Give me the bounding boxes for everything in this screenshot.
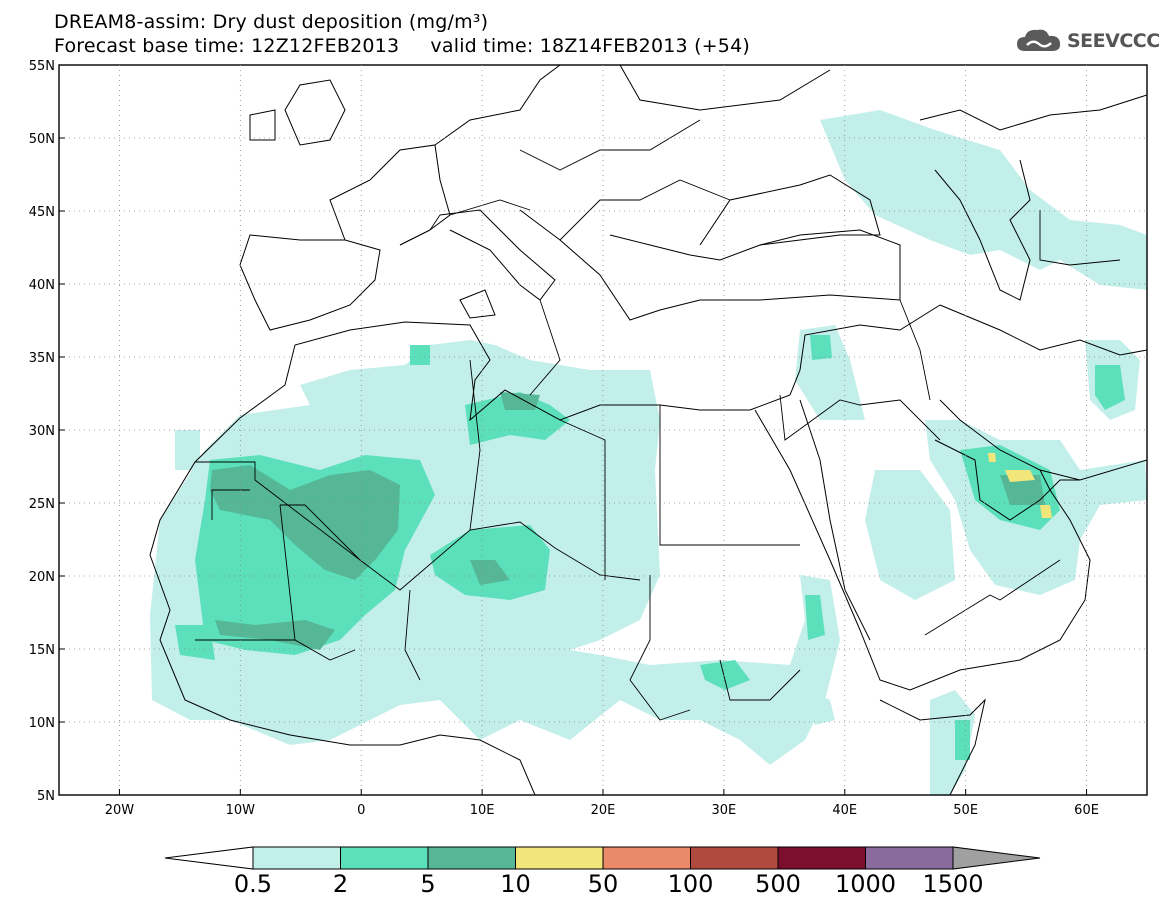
- colorbar-high-triangle: [952, 846, 1041, 870]
- lat-tick-label: 25N: [29, 497, 55, 512]
- colorbar-swatch-5: [690, 846, 779, 870]
- lon-tick-label: 10E: [470, 803, 495, 818]
- lon-tick-label: 10W: [226, 803, 256, 818]
- colorbar-low-triangle: [164, 846, 254, 870]
- logo-text: SEEVCCC: [1067, 30, 1160, 52]
- lon-tick-label: 30E: [712, 803, 737, 818]
- colorbar-swatch-6: [777, 846, 866, 870]
- lat-tick-label: 5N: [37, 789, 55, 804]
- axis-ticks: 20W 10W 0 10E 20E 30E 40E 50E 60E 5N 10N 15N 20N 25N 3…: [29, 59, 1099, 818]
- title-line-2: Forecast base time: 12Z12FEB2013 valid t…: [54, 35, 750, 57]
- cloud-icon: [1017, 29, 1061, 51]
- colorbar-label: 50: [588, 870, 619, 898]
- colorbar: 0.5 2 5 10 50 100 500 1000 1500: [164, 846, 1041, 898]
- lat-tick-label: 30N: [29, 424, 55, 439]
- colorbar-swatch-4: [602, 846, 691, 870]
- colorbar-swatch-1: [340, 846, 429, 870]
- coastlines: [149, 65, 1147, 795]
- colorbar-swatch-3: [515, 846, 604, 870]
- colorbar-label: 0.5: [234, 870, 272, 898]
- lat-tick-label: 50N: [29, 132, 55, 147]
- colorbar-label: 10: [500, 870, 531, 898]
- colorbar-label: 2: [333, 870, 348, 898]
- graticule: [59, 65, 1147, 795]
- lon-tick-label: 20E: [591, 803, 616, 818]
- dust-shading: [150, 110, 1147, 795]
- lat-tick-label: 20N: [29, 570, 55, 585]
- lat-tick-label: 55N: [29, 59, 55, 74]
- lon-tick-label: 0: [357, 803, 365, 818]
- lon-tick-label: 20W: [105, 803, 135, 818]
- lat-tick-label: 35N: [29, 351, 55, 366]
- colorbar-label: 1000: [835, 870, 896, 898]
- lat-tick-label: 10N: [29, 716, 55, 731]
- title-line-1: DREAM8-assim: Dry dust deposition (mg/m³…: [54, 11, 489, 33]
- seevccc-logo: SEEVCCC: [1015, 24, 1160, 58]
- colorbar-label: 100: [668, 870, 714, 898]
- colorbar-swatch-2: [427, 846, 516, 870]
- colorbar-label: 1500: [922, 870, 983, 898]
- colorbar-swatch-7: [865, 846, 954, 870]
- lon-tick-label: 60E: [1074, 803, 1099, 818]
- lat-tick-label: 40N: [29, 278, 55, 293]
- colorbar-swatch-0: [252, 846, 341, 870]
- lon-tick-label: 40E: [832, 803, 857, 818]
- colorbar-label: 500: [755, 870, 801, 898]
- lat-tick-label: 45N: [29, 205, 55, 220]
- lon-tick-label: 50E: [953, 803, 978, 818]
- country-borders: [195, 119, 1121, 721]
- colorbar-label: 5: [420, 870, 435, 898]
- lat-tick-label: 15N: [29, 643, 55, 658]
